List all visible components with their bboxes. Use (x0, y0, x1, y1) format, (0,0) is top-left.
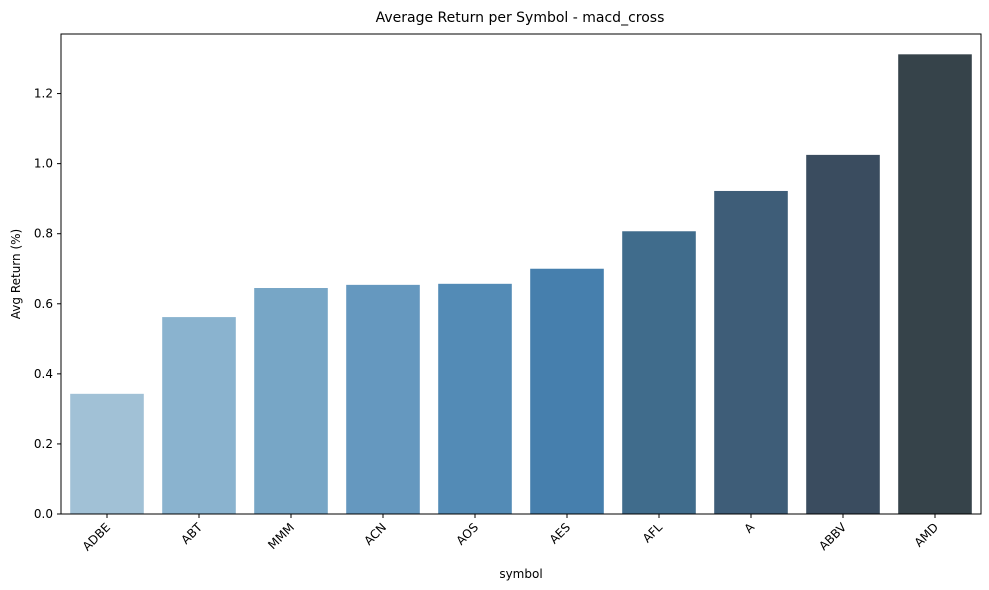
x-tick-label: MMM (265, 520, 297, 552)
y-tick-label: 1.2 (34, 87, 53, 101)
x-tick-label: AOS (453, 520, 481, 548)
bar-amd (898, 54, 972, 514)
y-tick-label: 0.8 (34, 227, 53, 241)
bar-a (714, 190, 788, 514)
x-tick-label: AFL (640, 520, 666, 546)
x-tick-label: ADBE (80, 520, 113, 553)
bar-adbe (70, 393, 144, 514)
y-tick-label: 0.2 (34, 437, 53, 451)
bar-aos (438, 283, 512, 514)
chart-title: Average Return per Symbol - macd_cross (376, 10, 665, 26)
bar-abbv (806, 154, 880, 514)
bar-mmm (254, 288, 328, 514)
y-tick-label: 0.4 (34, 367, 53, 381)
bar-acn (346, 284, 420, 514)
y-axis: 0.0 0.2 0.4 0.6 0.8 1.0 1.2 (34, 87, 61, 521)
bar-abt (162, 317, 236, 514)
y-tick-label: 0.0 (34, 507, 53, 521)
x-tick-label: ABT (178, 520, 205, 547)
x-tick-label: ABBV (816, 520, 849, 553)
x-axis-label: symbol (499, 567, 542, 581)
x-axis: ADBE ABT MMM ACN AOS AES AFL A ABBV AMD (80, 514, 941, 554)
x-tick-label: AES (547, 520, 573, 546)
plot-frame (60, 33, 982, 515)
x-tick-label: A (741, 520, 757, 536)
x-tick-label: AMD (912, 520, 942, 550)
bar-afl (622, 231, 696, 514)
bar-aes (530, 268, 604, 514)
bars-group (70, 54, 972, 514)
y-tick-label: 0.6 (34, 297, 53, 311)
y-axis-label: Avg Return (%) (9, 229, 23, 319)
x-tick-label: ACN (361, 520, 389, 548)
y-tick-label: 1.0 (34, 157, 53, 171)
